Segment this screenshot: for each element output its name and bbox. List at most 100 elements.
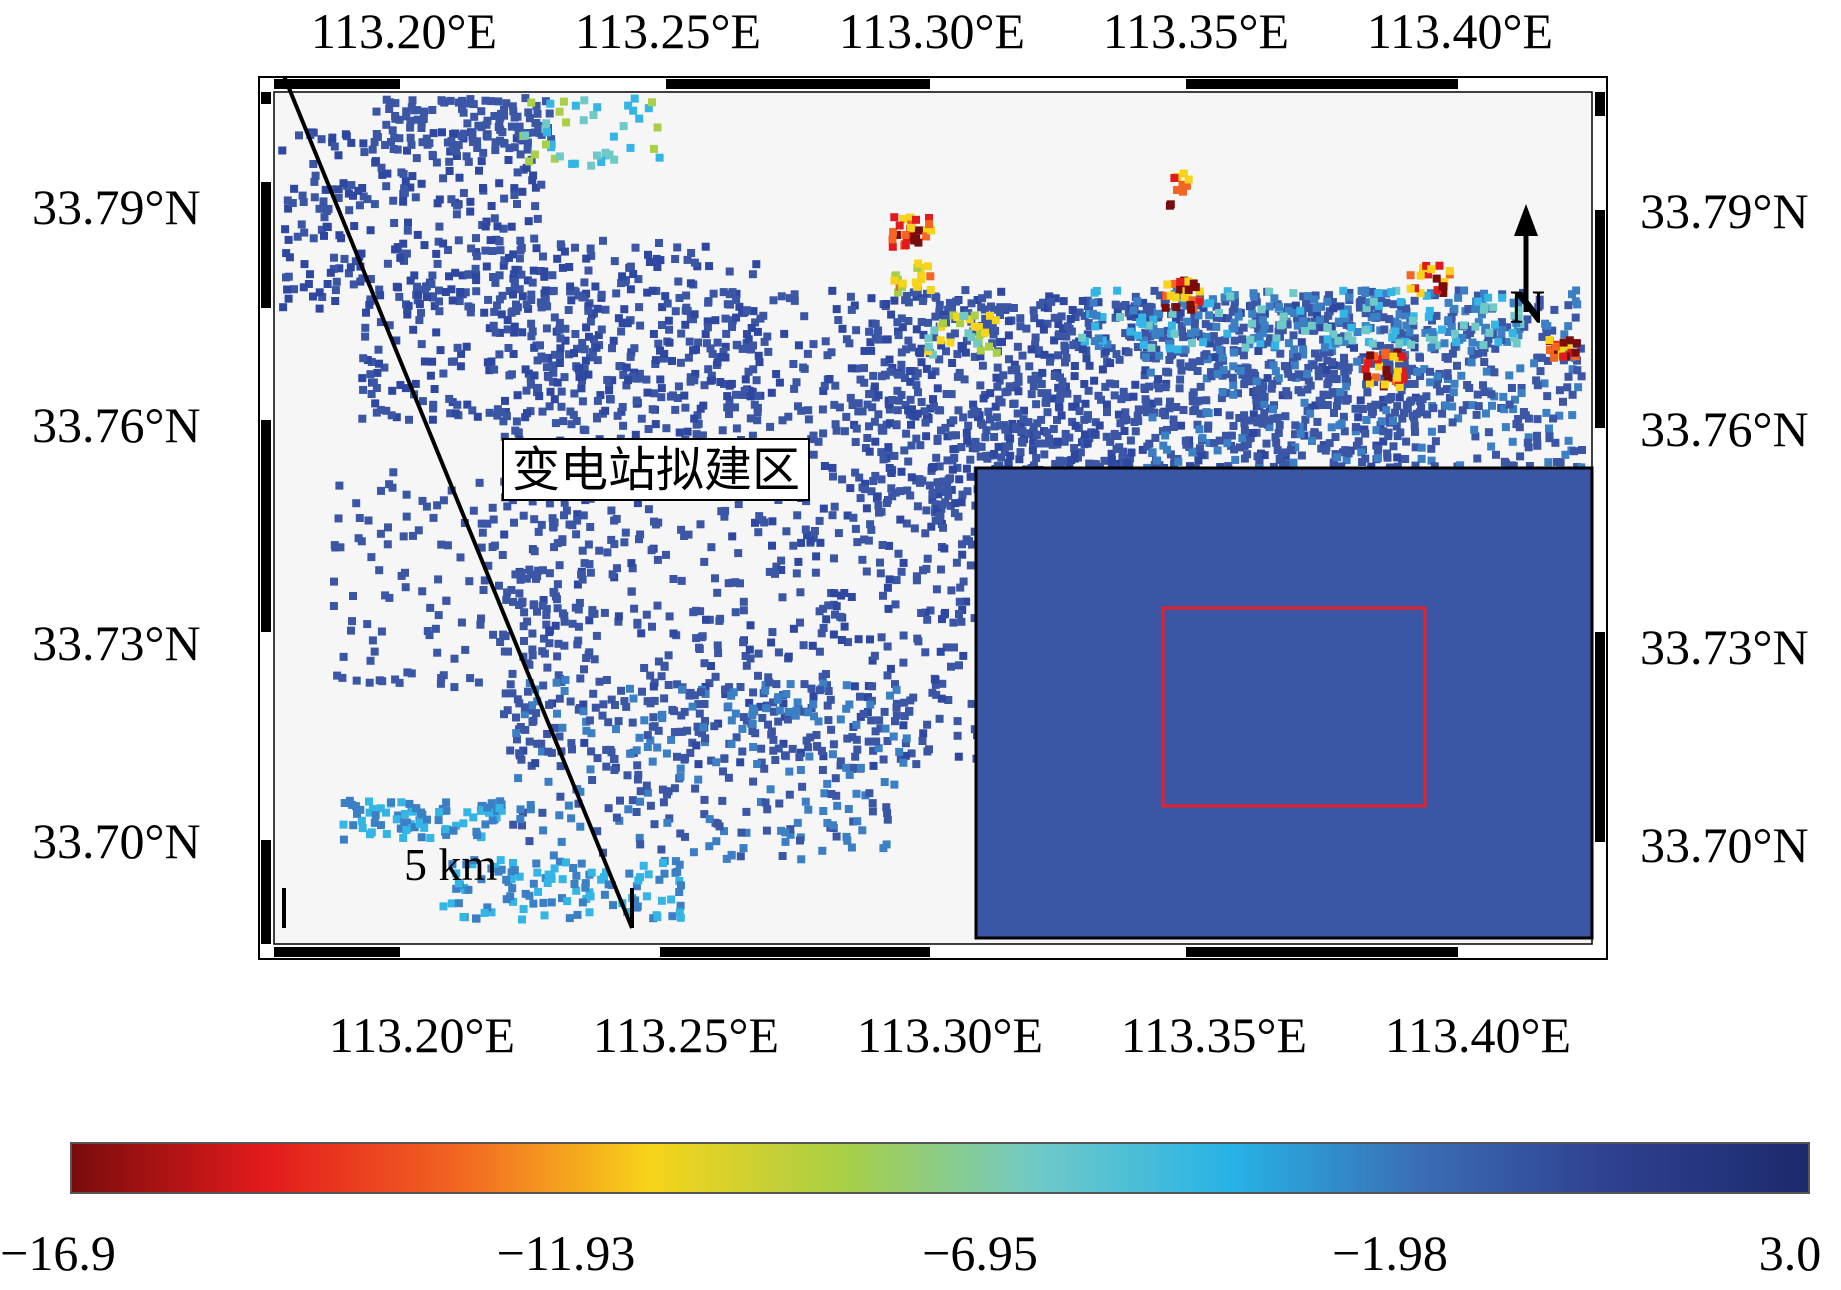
data-point	[893, 318, 902, 327]
data-point	[1508, 437, 1517, 446]
data-point	[868, 799, 877, 808]
data-point	[1437, 425, 1446, 434]
data-point	[984, 323, 993, 332]
data-point	[801, 797, 810, 806]
data-point	[1367, 402, 1375, 411]
data-point	[508, 669, 517, 678]
data-point	[1055, 330, 1064, 339]
data-point	[962, 464, 971, 473]
data-point	[627, 559, 636, 568]
data-point	[1342, 382, 1351, 391]
data-point	[668, 912, 677, 921]
data-point	[566, 697, 575, 706]
data-point	[884, 604, 893, 613]
data-point	[430, 385, 439, 393]
data-point	[905, 707, 913, 716]
data-point	[755, 512, 764, 521]
data-point	[490, 807, 499, 815]
data-point	[796, 588, 805, 597]
data-point	[529, 171, 538, 180]
data-point	[684, 530, 693, 539]
data-point	[1063, 322, 1072, 331]
data-point	[1094, 342, 1103, 350]
data-point	[415, 316, 424, 325]
data-point	[1439, 289, 1448, 297]
data-point	[1375, 362, 1383, 371]
data-point	[1156, 328, 1164, 337]
data-point	[840, 589, 849, 597]
data-point	[1478, 297, 1487, 306]
data-point	[1084, 386, 1093, 395]
data-point	[1399, 373, 1408, 382]
data-point	[359, 354, 368, 363]
data-point	[808, 641, 817, 650]
data-point	[912, 381, 921, 390]
data-point	[969, 400, 978, 409]
data-point	[756, 702, 765, 711]
data-point	[1524, 433, 1533, 442]
data-point	[1176, 375, 1185, 384]
data-point	[443, 541, 452, 550]
data-point	[906, 223, 915, 232]
data-point	[1053, 416, 1061, 424]
data-point	[911, 278, 920, 287]
data-point	[749, 743, 758, 751]
data-point	[914, 637, 923, 646]
data-point	[1272, 334, 1281, 343]
data-point	[510, 283, 519, 292]
data-point	[1402, 400, 1411, 409]
data-point	[526, 570, 535, 579]
data-point	[550, 395, 559, 404]
data-point	[599, 700, 608, 709]
data-point	[1269, 361, 1278, 370]
data-point	[499, 417, 508, 426]
data-point	[309, 160, 318, 168]
data-point	[451, 409, 460, 418]
data-point	[1431, 437, 1440, 446]
data-point	[1241, 343, 1250, 352]
data-point	[690, 691, 699, 700]
data-point	[1069, 341, 1078, 350]
data-point	[978, 294, 987, 303]
data-point	[483, 358, 492, 367]
data-point	[917, 398, 926, 406]
data-point	[743, 306, 751, 315]
data-point	[819, 807, 828, 815]
data-point	[556, 334, 565, 343]
data-point	[1500, 457, 1509, 466]
data-point	[1389, 417, 1397, 425]
data-point	[540, 911, 549, 920]
data-point	[1459, 321, 1468, 330]
data-point	[628, 718, 637, 727]
data-point	[1190, 321, 1199, 330]
data-point	[736, 852, 745, 861]
data-point	[860, 535, 869, 544]
data-point	[1276, 321, 1285, 330]
data-point	[858, 826, 867, 835]
data-point	[1516, 320, 1525, 329]
data-point	[653, 555, 662, 564]
data-point	[454, 141, 463, 149]
data-point	[1043, 408, 1052, 417]
data-point	[659, 354, 668, 363]
data-point	[1257, 305, 1266, 314]
data-point	[1016, 419, 1025, 428]
data-point	[553, 254, 562, 263]
data-point	[955, 597, 964, 606]
data-point	[531, 759, 540, 768]
data-point	[966, 455, 975, 464]
data-point	[847, 305, 856, 314]
data-point	[854, 407, 863, 416]
data-point	[1133, 297, 1142, 306]
data-point	[1356, 396, 1365, 405]
data-point	[1560, 330, 1569, 339]
data-point	[944, 491, 953, 500]
data-point	[1369, 297, 1378, 306]
data-point	[1305, 304, 1314, 312]
data-point	[897, 467, 906, 476]
data-point	[338, 673, 347, 682]
data-point	[514, 129, 523, 137]
data-point	[1329, 304, 1338, 313]
data-point	[853, 745, 862, 754]
data-point	[1282, 387, 1291, 396]
